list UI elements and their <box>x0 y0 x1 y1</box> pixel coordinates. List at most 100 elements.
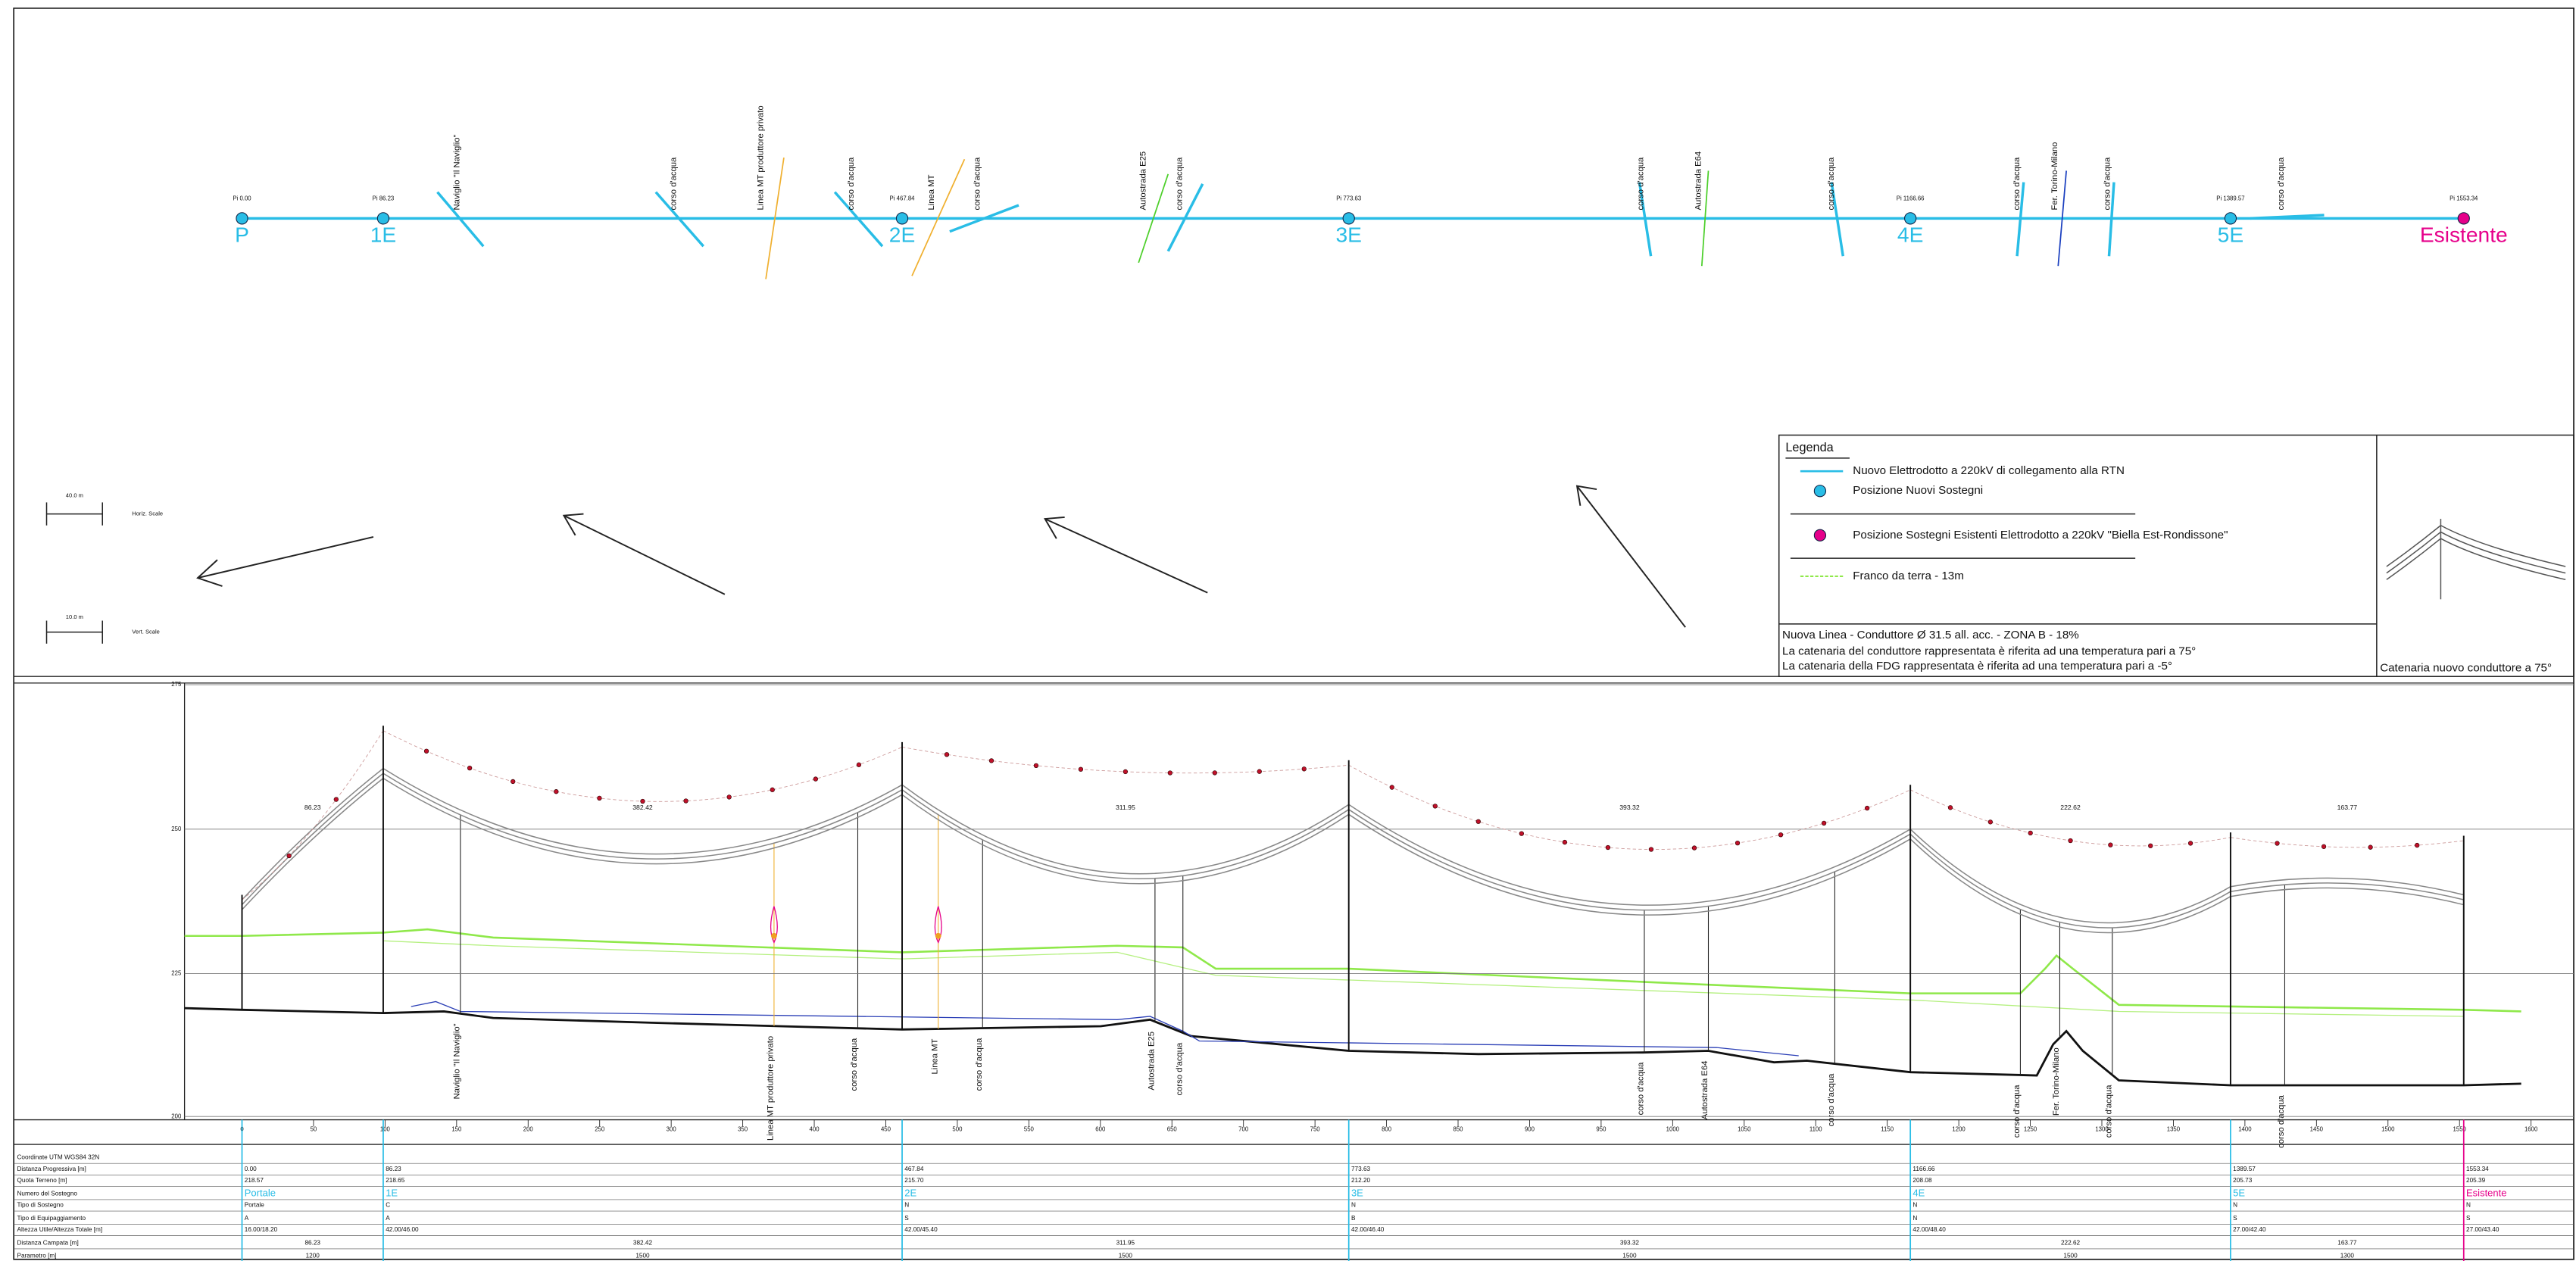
elevation-label: 200 <box>171 1113 182 1119</box>
distance-label: 850 <box>1453 1126 1464 1133</box>
table-cell: 27.00/42.40 <box>2233 1226 2266 1233</box>
profile-crossing-label: corso d'acqua <box>2104 1085 2113 1138</box>
distance-label: 750 <box>1310 1126 1321 1133</box>
elevation-label: 275 <box>171 681 182 688</box>
legend-box <box>1778 434 2574 677</box>
plan-crossing-label: Autostrada E25 <box>1139 151 1148 211</box>
fdg-marker <box>988 758 994 763</box>
table-cell: N <box>2233 1201 2237 1208</box>
table-cell: 16.00/18.20 <box>245 1226 278 1233</box>
fdg-marker <box>2068 838 2073 844</box>
distance-label: 200 <box>523 1126 534 1133</box>
profile-crossing-label: corso d'acqua <box>2277 1094 2286 1148</box>
plan-crossing <box>436 191 485 248</box>
fdg-marker <box>1691 845 1697 851</box>
profile-crossing-label: corso d'acqua <box>1637 1062 1646 1116</box>
table-parameter: 1500 <box>635 1253 650 1259</box>
row-label: Parametro [m] <box>17 1253 56 1259</box>
legend-note: La catenaria del conduttore rappresentat… <box>1782 645 2196 658</box>
row-label: Distanza Progressiva [m] <box>17 1166 86 1172</box>
support-name: 4E <box>1897 223 1923 247</box>
table-span: 393.32 <box>1620 1239 1640 1246</box>
table-cell: 3E <box>1351 1188 1363 1199</box>
fdg-marker <box>1212 770 1217 776</box>
legend-existing-support <box>1813 529 1827 542</box>
profile-frame <box>14 676 2574 1145</box>
table-cell: 1166.66 <box>1912 1166 1935 1172</box>
fdg-marker <box>856 762 862 767</box>
plan-support <box>376 212 390 225</box>
distance-label: 1050 <box>1738 1126 1751 1133</box>
fdg-marker <box>1987 819 1993 825</box>
table-cell: 0.00 <box>245 1166 257 1172</box>
profile-crossing-label: Linea MT produttore privato <box>767 1036 776 1141</box>
table-cell: 42.00/45.40 <box>904 1226 938 1233</box>
fdg-marker <box>597 795 602 801</box>
elevation-label: 250 <box>171 826 182 832</box>
distance-label: 1000 <box>1666 1126 1680 1133</box>
table-cell: 218.65 <box>386 1177 405 1184</box>
distance-label: 500 <box>952 1126 963 1133</box>
distance-label: 650 <box>1167 1126 1178 1133</box>
fdg <box>901 746 1349 774</box>
distance-label: 900 <box>1525 1126 1535 1133</box>
table-parameter: 1300 <box>2340 1253 2355 1259</box>
plan-crossing-label: corso d'acqua <box>1827 157 1836 211</box>
fdg-marker <box>286 853 292 859</box>
profile-crossing-label: corso d'acqua <box>850 1038 859 1091</box>
fdg-marker <box>770 787 775 792</box>
profile-crossing-label: corso d'acqua <box>1175 1042 1184 1096</box>
conductor <box>382 773 903 860</box>
table-span: 311.95 <box>1116 1239 1135 1246</box>
elevation-label: 225 <box>171 970 182 977</box>
fdg-marker <box>511 779 516 785</box>
table-cell: 773.63 <box>1351 1166 1371 1172</box>
table-cell: 2E <box>904 1188 916 1199</box>
fdg-marker <box>944 752 950 757</box>
distance-label: 1200 <box>1952 1126 1966 1133</box>
support-name: 5E <box>2218 223 2243 247</box>
fdg-marker <box>1475 819 1481 824</box>
fdg-marker <box>1562 839 1568 845</box>
conductor <box>1348 809 1911 911</box>
conductor <box>901 784 1350 875</box>
fdg-marker <box>554 789 559 794</box>
plan-crossing-label: Linea MT <box>927 174 936 210</box>
table-parameter: 1500 <box>2063 1253 2078 1259</box>
legend-note: La catenaria della FDG rappresentata è r… <box>1782 660 2172 673</box>
table-cell: N <box>1351 1201 1356 1208</box>
distance-label: 400 <box>810 1126 820 1133</box>
conductor <box>382 767 903 855</box>
row-label: Distanza Campata [m] <box>17 1239 78 1246</box>
plan-crossing-label: corso d'acqua <box>1637 157 1646 211</box>
profile-crossing-label: Autostrada E64 <box>1700 1061 1710 1120</box>
table-cell: 1553.34 <box>2466 1166 2489 1172</box>
support-pi: Pi 0.00 <box>233 195 251 201</box>
plan-crossing <box>765 157 785 279</box>
table-span: 222.62 <box>2061 1239 2081 1246</box>
plan-support <box>895 212 909 225</box>
fdg-marker <box>2368 844 2373 850</box>
fdg-marker <box>2108 842 2113 847</box>
row-label: Tipo di Sostegno <box>17 1201 64 1208</box>
legend-note: Nuova Linea - Conduttore Ø 31.5 all. acc… <box>1782 629 2079 641</box>
distance-label: 50 <box>311 1126 317 1133</box>
conductor <box>2230 877 2464 896</box>
support-name: 2E <box>889 223 915 247</box>
plan-crossing <box>1700 170 1710 267</box>
mt-point <box>771 932 777 939</box>
frame <box>13 7 2574 1260</box>
profile-crossing-label: Naviglio "Il Naviglio" <box>452 1023 461 1099</box>
fdg-marker <box>1078 766 1084 772</box>
distance-label: 450 <box>881 1126 891 1133</box>
distance-label: 1100 <box>1809 1126 1822 1133</box>
conductor <box>1348 804 1911 906</box>
table-parameter: 1500 <box>1622 1253 1637 1259</box>
distance-label: 350 <box>738 1126 748 1133</box>
fdg-marker <box>1123 769 1129 775</box>
table-cell: S <box>904 1215 909 1222</box>
fdg <box>382 730 903 802</box>
plan-crossing <box>833 191 884 248</box>
fdg-marker <box>333 797 339 802</box>
plan-crossing-label: Autostrada E64 <box>1694 151 1703 211</box>
